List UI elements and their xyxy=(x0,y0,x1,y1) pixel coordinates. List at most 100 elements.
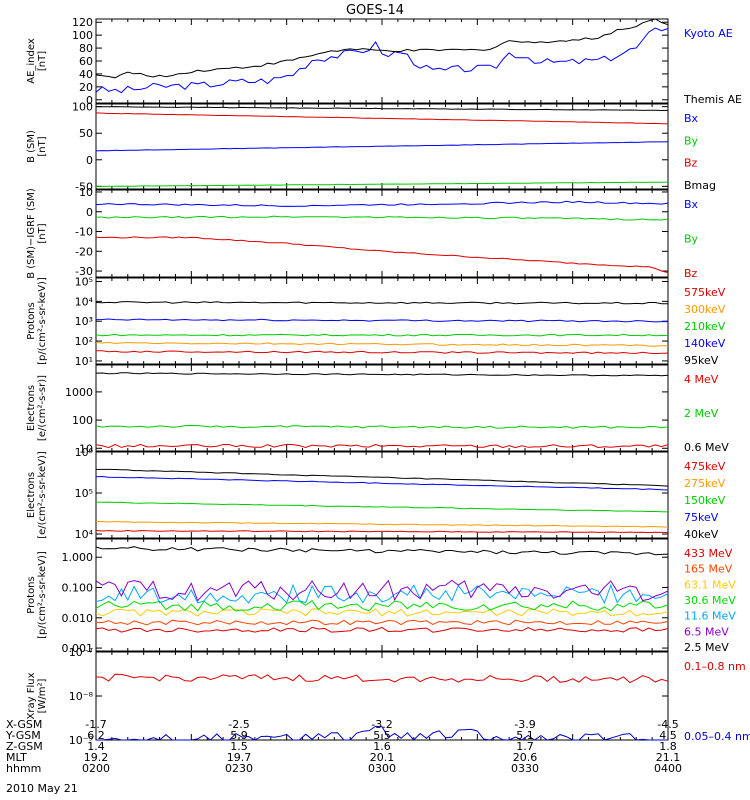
series-line xyxy=(95,200,669,207)
y-axis-label-line: [e/(cm²-s-sr-keV)] xyxy=(37,451,48,539)
ephemeris-value: -2.5 xyxy=(228,718,249,731)
legend-entry: 95keV xyxy=(684,354,719,367)
series-line xyxy=(95,468,669,487)
y-tick-label: 0 xyxy=(86,206,93,219)
ephemeris-label: MLT xyxy=(6,751,27,764)
legend-entry: 2 MeV xyxy=(684,407,719,420)
ephemeris-value: 20.1 xyxy=(370,751,395,764)
y-axis-label-line: Protons xyxy=(26,302,37,339)
panel-3: -30 -20 -10 0 10 B (SM)−IGRF (SM)[nT] Bx By Bz xyxy=(26,186,699,280)
y-tick-label: 10⁻⁷ xyxy=(69,646,93,659)
ephemeris-value: 6.2 xyxy=(87,729,105,742)
legend-entry: 4 MeV xyxy=(684,373,719,386)
panel-2: -50 0 50 100 B (SM)[nT] Bx By Bz Bmag xyxy=(26,101,716,194)
ephemeris-table: X-GSM -1.7 -2.5 -3.2 -3.9 -4.5 Y-GSM 6.2 5.9 5.5 5… xyxy=(5,718,682,775)
y-axis-label: Electrons[e/(cm²-s-sr-keV)] xyxy=(26,451,48,539)
y-tick-label: 0.100 xyxy=(62,582,94,595)
y-tick-label: 100 xyxy=(72,414,93,427)
ephemeris-value: 0230 xyxy=(225,762,253,775)
y-tick-label: 10⁴ xyxy=(75,528,94,541)
legend-entry: 575keV xyxy=(684,286,726,299)
y-tick-label: 10² xyxy=(75,335,93,348)
series-line xyxy=(95,443,669,449)
ephemeris-label: hhmm xyxy=(6,762,41,775)
ephemeris-label: X-GSM xyxy=(6,718,42,731)
ephemeris-value: 1.6 xyxy=(373,740,391,753)
y-tick-label: 50 xyxy=(79,127,93,140)
series-line xyxy=(96,215,669,221)
y-tick-label: 10⁴ xyxy=(75,295,94,308)
legend-entry: 2.5 MeV xyxy=(684,641,729,654)
series-line xyxy=(95,112,668,125)
ephemeris-value: 5.1 xyxy=(516,729,534,742)
y-tick-label: 80 xyxy=(79,42,93,55)
y-axis-label-line: [p/(cm²-s-sr-keV)] xyxy=(37,551,48,639)
legend-entry: 140keV xyxy=(684,337,726,350)
y-tick-label: -50 xyxy=(75,180,93,193)
series-line xyxy=(95,579,669,602)
series-line xyxy=(95,583,669,605)
y-tick-label: -20 xyxy=(75,245,93,258)
y-axis-label-line: Electrons xyxy=(26,472,37,518)
series-line xyxy=(95,501,669,513)
legend-entry: 275keV xyxy=(684,477,726,490)
series-line xyxy=(95,372,669,377)
ephemeris-value: 0200 xyxy=(82,762,110,775)
y-axis-label-line: Electrons xyxy=(26,385,37,431)
legend-entry: By xyxy=(684,134,699,147)
date-label: 2010 May 21 xyxy=(6,782,78,795)
y-tick-label: 20 xyxy=(79,81,93,94)
ephemeris-value: 0330 xyxy=(511,762,539,775)
y-tick-label: 100 xyxy=(72,101,93,114)
y-axis-label-line: [W/m²] xyxy=(37,678,48,713)
y-tick-label: 0.010 xyxy=(62,612,94,625)
y-axis-label-line: AE_index xyxy=(26,38,37,84)
legend-entry: Bx xyxy=(684,112,699,125)
y-axis-label: Xray Flux[W/m²] xyxy=(26,672,48,719)
y-axis-label: B (SM)[nT] xyxy=(26,130,48,163)
y-tick-label: 40 xyxy=(79,68,93,81)
y-axis-label-line: Xray Flux xyxy=(26,672,37,719)
ephemeris-value: 0300 xyxy=(368,762,396,775)
y-tick-label: 10¹ xyxy=(75,355,93,368)
y-tick-label: 0.001 xyxy=(62,642,94,655)
series-line xyxy=(95,236,669,274)
panel-frame xyxy=(95,364,669,452)
legend-entry: 0.05–0.4 nm xyxy=(684,730,750,743)
series-line xyxy=(95,673,669,684)
ephemeris-value: -3.2 xyxy=(371,718,392,731)
y-tick-label: 10 xyxy=(79,186,93,199)
ephemeris-value: 1.8 xyxy=(659,740,677,753)
series-line xyxy=(95,318,668,323)
y-tick-label: 120 xyxy=(72,16,93,29)
y-axis-label-line: [nT] xyxy=(37,51,48,71)
ephemeris-value: 1.7 xyxy=(516,740,534,753)
ephemeris-value: -3.9 xyxy=(514,718,535,731)
y-tick-label: 10³ xyxy=(75,315,93,328)
y-axis-label: Protons[p/(cm²-s-sr-keV)] xyxy=(26,551,48,639)
ephemeris-value: 4.5 xyxy=(659,729,677,742)
legend-entry: 165 MeV xyxy=(684,563,733,576)
series-line xyxy=(95,141,669,152)
ephemeris-value: 19.2 xyxy=(84,751,109,764)
y-axis-label-line: [e/(cm²-s-sr)] xyxy=(37,375,48,441)
series-line xyxy=(95,475,669,491)
ephemeris-label: Z-GSM xyxy=(6,740,43,753)
series-line xyxy=(95,341,669,347)
y-tick-label: 100 xyxy=(72,29,93,42)
legend-entry: By xyxy=(684,233,699,246)
panel-6: 10⁴ 10⁵ 10⁶ Electrons[e/(cm²-s-sr-keV)] 475k… xyxy=(26,446,726,541)
ephemeris-value: 20.6 xyxy=(513,751,538,764)
y-tick-label: 10⁵ xyxy=(75,275,93,288)
ephemeris-value: -4.5 xyxy=(657,718,678,731)
legend-entry: Themis AE xyxy=(683,93,742,106)
legend-entry: 75keV xyxy=(684,511,719,524)
series-line xyxy=(95,106,669,112)
y-axis-label-line: [nT] xyxy=(37,136,48,156)
ephemeris-value: 5.9 xyxy=(230,729,248,742)
series-line xyxy=(95,546,669,556)
y-tick-label: 0 xyxy=(86,154,93,167)
legend-entry: 40keV xyxy=(684,528,719,541)
